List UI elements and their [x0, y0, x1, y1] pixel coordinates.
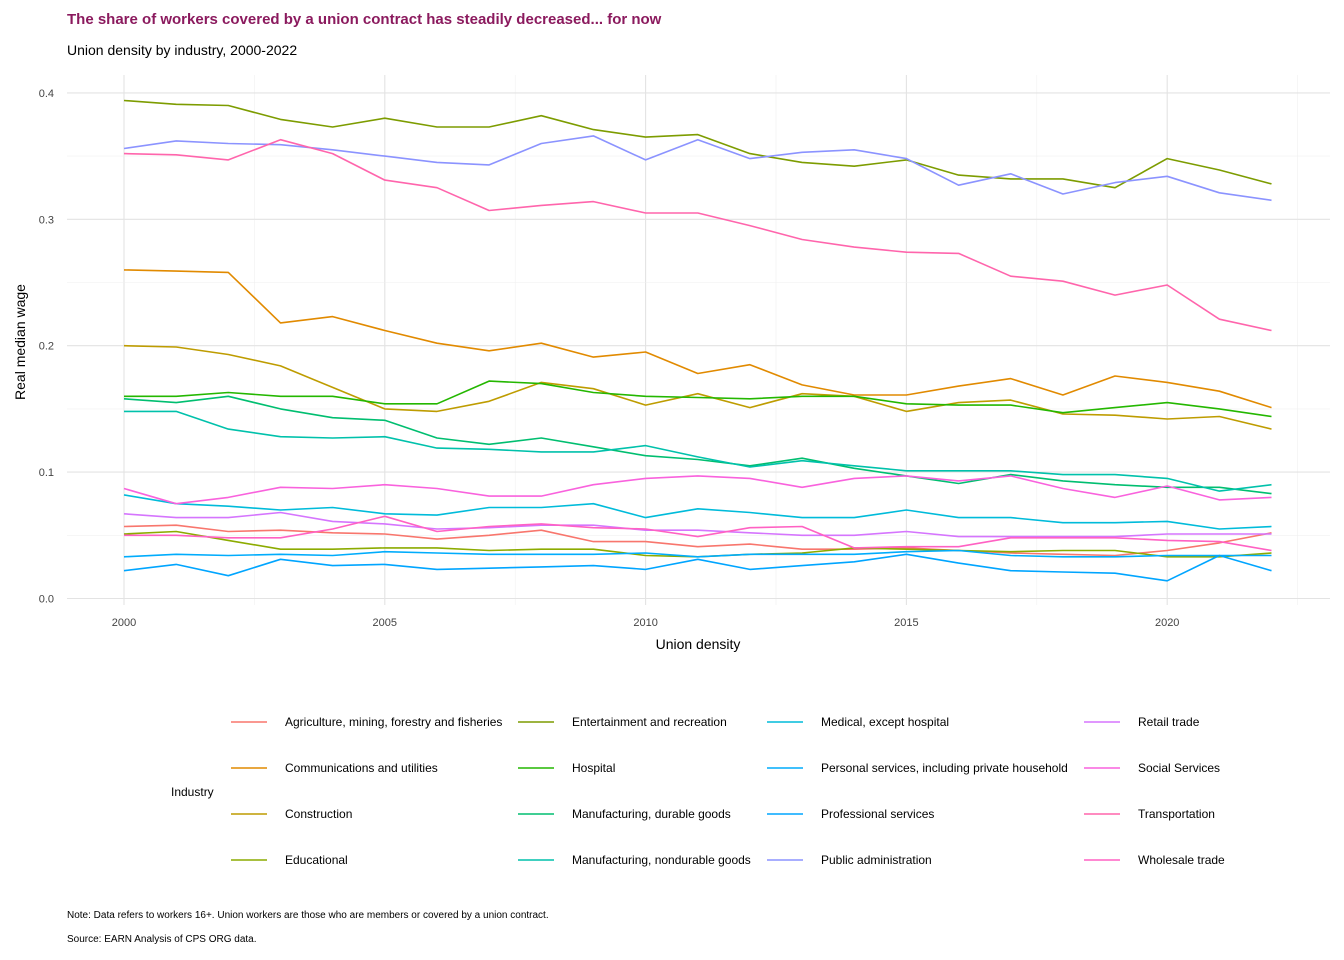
legend-label: Manufacturing, durable goods	[572, 807, 731, 821]
series-line	[123, 475, 1272, 505]
legend-item: Entertainment and recreation	[518, 715, 727, 729]
legend-label: Wholesale trade	[1138, 853, 1225, 867]
legend-item: Wholesale trade	[1084, 853, 1225, 867]
legend-item: Manufacturing, durable goods	[518, 807, 731, 821]
legend-label: Agriculture, mining, forestry and fisher…	[285, 715, 502, 729]
legend-title: Industry	[171, 785, 214, 799]
series-line	[123, 269, 1272, 409]
legend-item: Public administration	[767, 853, 932, 867]
y-tick-label: 0.3	[39, 214, 54, 226]
y-tick-label: 0.0	[39, 594, 54, 606]
legend-label: Public administration	[821, 853, 932, 867]
legend-item: Agriculture, mining, forestry and fisher…	[231, 715, 502, 729]
chart-title: The share of workers covered by a union …	[67, 11, 662, 28]
legend: Industry Agriculture, mining, forestry a…	[171, 715, 1225, 867]
source-note: Source: EARN Analysis of CPS ORG data.	[67, 934, 257, 945]
x-tick-label: 2015	[894, 617, 918, 629]
series-line	[123, 395, 1272, 495]
series-line	[123, 135, 1272, 202]
legend-item: Medical, except hospital	[767, 715, 949, 729]
legend-item: Manufacturing, nondurable goods	[518, 853, 751, 867]
y-tick-label: 0.1	[39, 467, 54, 479]
series-line	[124, 380, 1272, 418]
legend-item: Professional services	[767, 807, 934, 821]
legend-item: Social Services	[1084, 761, 1220, 775]
series-line	[123, 99, 1272, 189]
x-tick-label: 2000	[112, 617, 136, 629]
legend-item: Educational	[231, 853, 348, 867]
legend-label: Transportation	[1138, 807, 1215, 821]
series-line	[124, 410, 1272, 492]
series-line	[123, 138, 1272, 332]
legend-label: Medical, except hospital	[821, 715, 949, 729]
x-tick-label: 2005	[373, 617, 397, 629]
legend-label: Professional services	[821, 807, 934, 821]
legend-item: Transportation	[1084, 807, 1215, 821]
legend-item: Construction	[231, 807, 352, 821]
legend-label: Construction	[285, 807, 352, 821]
footnote: Note: Data refers to workers 16+. Union …	[67, 910, 549, 921]
legend-label: Social Services	[1138, 761, 1220, 775]
legend-item: Communications and utilities	[231, 761, 438, 775]
series-line	[123, 344, 1272, 430]
grid	[67, 75, 1330, 605]
legend-item: Personal services, including private hou…	[767, 761, 1068, 775]
y-tick-label: 0.4	[39, 88, 54, 100]
legend-label: Communications and utilities	[285, 761, 438, 775]
x-tick-label: 2020	[1155, 617, 1179, 629]
line-chart: 2000 2005 2010 2015 2020 0.0 0.1 0.2 0.3 0.4 Unio…	[12, 75, 1330, 867]
legend-label: Educational	[285, 853, 348, 867]
series-line	[123, 511, 1272, 538]
legend-label: Hospital	[572, 761, 615, 775]
series-line	[123, 494, 1272, 530]
chart-subtitle: Union density by industry, 2000-2022	[67, 42, 298, 58]
legend-label: Manufacturing, nondurable goods	[572, 853, 751, 867]
series-line	[123, 553, 1272, 582]
legend-label: Entertainment and recreation	[572, 715, 727, 729]
legend-label: Personal services, including private hou…	[821, 761, 1068, 775]
y-axis-title: Real median wage	[12, 284, 28, 400]
series-lines	[123, 99, 1272, 582]
x-axis-title: Union density	[656, 636, 741, 652]
legend-label: Retail trade	[1138, 715, 1200, 729]
axis-ticks: 2000 2005 2010 2015 2020 0.0 0.1 0.2 0.3 0.4	[39, 88, 1180, 629]
legend-item: Retail trade	[1084, 715, 1200, 729]
series-line	[123, 549, 1272, 558]
series-line	[124, 515, 1272, 552]
x-tick-label: 2010	[633, 617, 657, 629]
y-tick-label: 0.2	[39, 341, 54, 353]
legend-item: Hospital	[518, 761, 615, 775]
